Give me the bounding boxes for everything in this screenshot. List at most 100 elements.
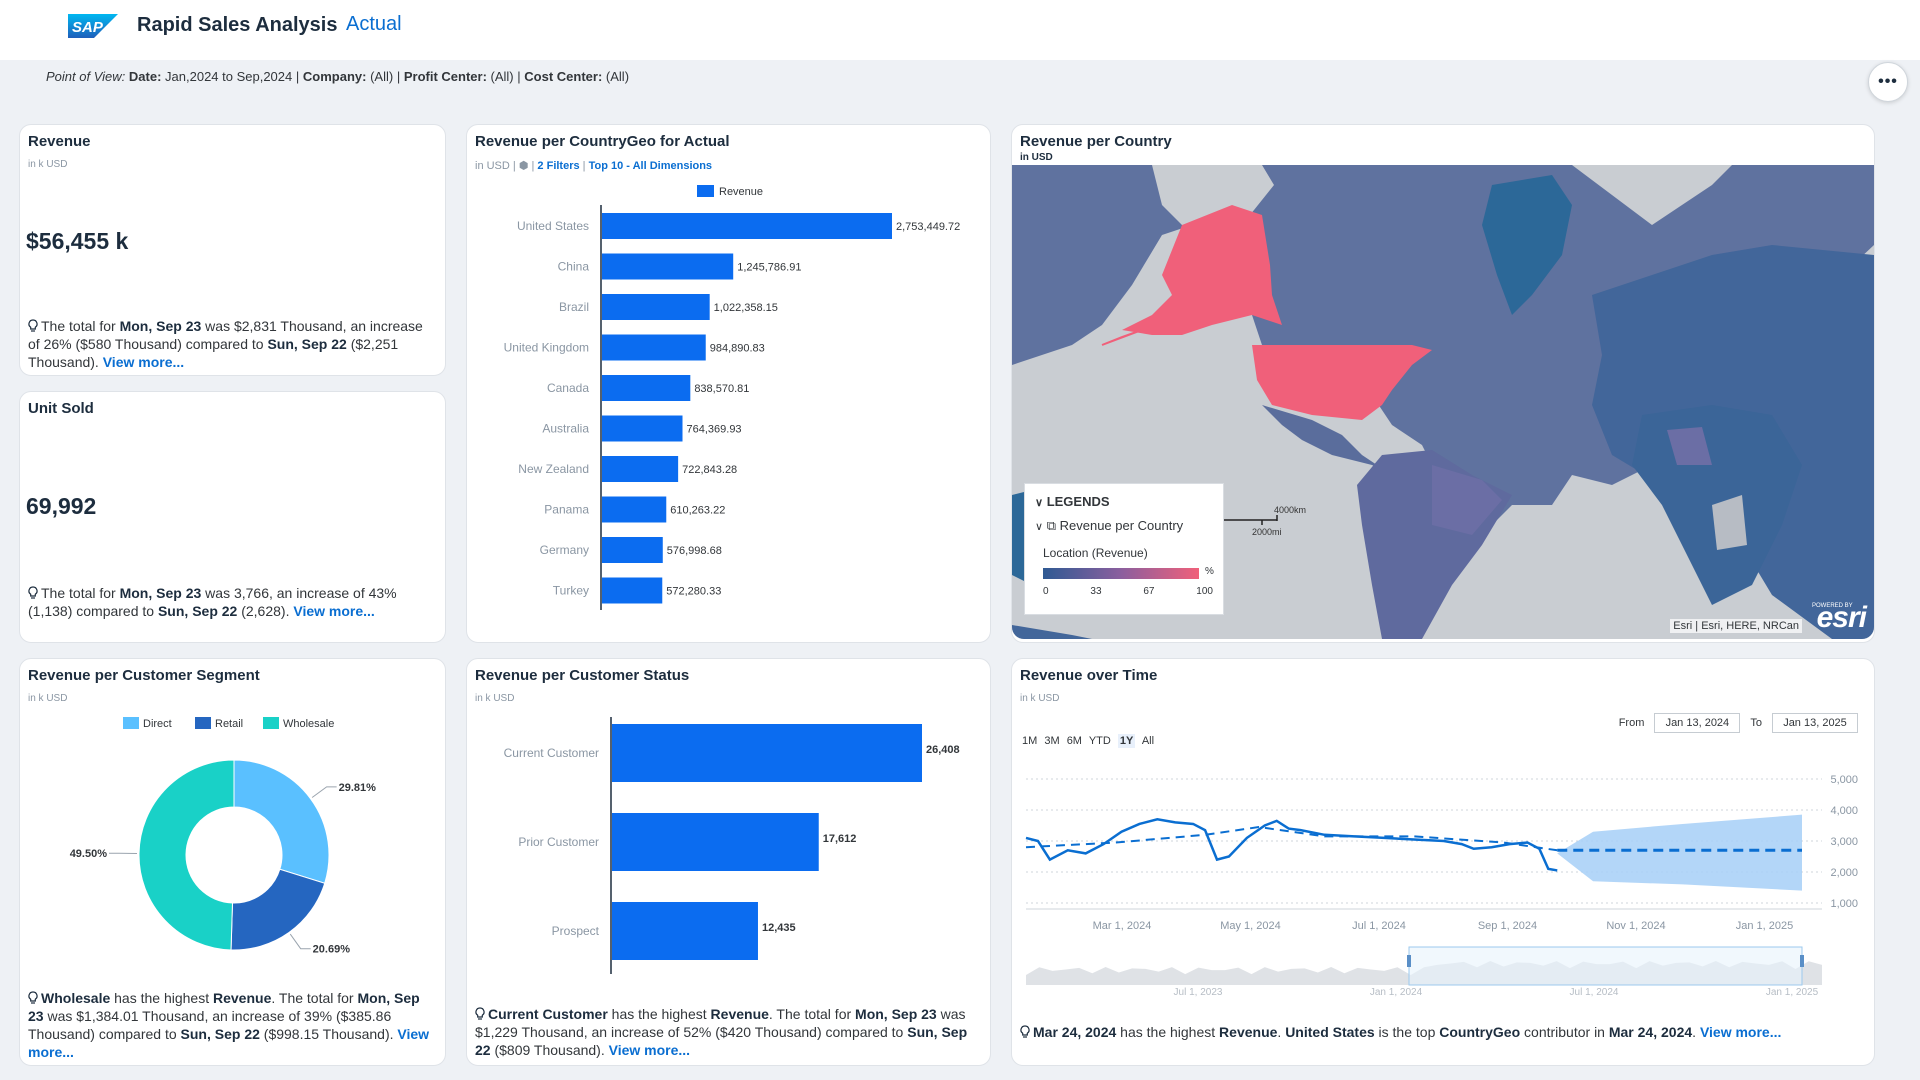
time-unit: in k USD bbox=[1020, 693, 1060, 704]
segment-donut-tile[interactable]: Revenue per Customer Segment in k USD Di… bbox=[19, 658, 446, 1066]
data-label: 49.50% bbox=[70, 848, 108, 860]
svg-text:POWERED BY: POWERED BY bbox=[1812, 603, 1853, 609]
app-title: Rapid Sales Analysis bbox=[137, 14, 338, 36]
y-tick-label: 4,000 bbox=[1830, 805, 1858, 817]
data-label: 1,245,786.91 bbox=[737, 262, 801, 274]
version-label[interactable]: Actual bbox=[346, 13, 402, 35]
country-chart-filters: in USD | ⬢ | 2 Filters | Top 10 - All Di… bbox=[475, 160, 713, 172]
revenue-tile[interactable]: Revenue in k USD $56,455 k The total for… bbox=[19, 124, 446, 376]
country-bar-chart-tile[interactable]: Revenue per CountryGeo for Actual in USD… bbox=[466, 124, 991, 643]
svg-text:2000mi: 2000mi bbox=[1252, 527, 1282, 537]
status-bar-chart-tile[interactable]: Revenue per Customer Status in k USD Cur… bbox=[466, 658, 991, 1066]
data-label: 572,280.33 bbox=[666, 586, 721, 598]
time-view-more-link[interactable]: View more... bbox=[1699, 1024, 1782, 1040]
bar bbox=[612, 902, 758, 960]
navigator-window bbox=[1408, 946, 1803, 986]
filter-icon[interactable]: ⬢ bbox=[518, 160, 529, 172]
data-label: 1,022,358.15 bbox=[714, 302, 778, 314]
revenue-unit: in k USD bbox=[28, 159, 68, 170]
time-title: Revenue over Time bbox=[1020, 667, 1158, 684]
lightbulb-icon bbox=[28, 319, 38, 332]
segment-view-more-link[interactable]: View more... bbox=[28, 1026, 430, 1060]
legend-label: Revenue bbox=[719, 186, 763, 198]
range-ytd[interactable]: YTD bbox=[1088, 735, 1111, 747]
map-title: Revenue per Country bbox=[1020, 133, 1172, 150]
legend-label: Wholesale bbox=[283, 718, 334, 730]
navigator-tick-label: Jan 1, 2025 bbox=[1766, 987, 1819, 998]
lightbulb-icon bbox=[28, 586, 38, 599]
bar bbox=[602, 496, 667, 523]
top-n-link[interactable]: Top 10 - All Dimensions bbox=[588, 160, 713, 172]
layers-icon: ⧉ bbox=[1046, 518, 1056, 533]
svg-text:SAP: SAP bbox=[72, 19, 104, 36]
segment-insight: Wholesale has the highest Revenue. The t… bbox=[28, 990, 430, 1060]
revenue-line-chart: 5,000 4,000 3,000 2,000 1,000 Mar 1, 2024 May … bbox=[1025, 774, 1858, 998]
status-unit: in k USD bbox=[475, 693, 515, 704]
category-label: Panama bbox=[544, 503, 589, 517]
leader-line bbox=[311, 786, 337, 798]
country-chart-title: Revenue per CountryGeo for Actual bbox=[475, 133, 730, 150]
revenue-time-tile[interactable]: Revenue over Time in k USD From Jan 13, … bbox=[1011, 658, 1875, 1066]
unit-sold-value: 69,992 bbox=[26, 493, 97, 519]
range-3m[interactable]: 3M bbox=[1044, 735, 1060, 747]
data-label: 764,369.93 bbox=[687, 424, 742, 436]
sap-logo[interactable]: SAP bbox=[68, 14, 118, 38]
chevron-down-icon[interactable]: ∨ bbox=[1035, 521, 1044, 533]
y-tick-label: 3,000 bbox=[1830, 836, 1858, 848]
unit-sold-title: Unit Sold bbox=[28, 400, 94, 417]
y-tick-label: 1,000 bbox=[1830, 898, 1858, 910]
app-header: SAP Rapid Sales Analysis Actual bbox=[0, 0, 1920, 60]
revenue-view-more-link[interactable]: View more... bbox=[102, 354, 185, 370]
unit-sold-view-more-link[interactable]: View more... bbox=[293, 603, 375, 619]
range-1y[interactable]: 1Y bbox=[1117, 734, 1136, 748]
unit-sold-tile[interactable]: Unit Sold 69,992 The total for Mon, Sep … bbox=[19, 391, 446, 643]
map-tile[interactable]: Revenue per Country in USD bbox=[1011, 124, 1875, 643]
revenue-value: $56,455 k bbox=[26, 228, 129, 254]
revenue-insight: The total for Mon, Sep 23 was $2,831 Tho… bbox=[28, 318, 423, 370]
more-options-button[interactable]: ••• bbox=[1868, 62, 1908, 102]
to-date-input[interactable]: Jan 13, 2025 bbox=[1772, 713, 1858, 733]
range-all[interactable]: All bbox=[1141, 735, 1155, 747]
status-view-more-link[interactable]: View more... bbox=[608, 1042, 691, 1058]
chevron-down-icon[interactable]: ∨ bbox=[1035, 497, 1044, 509]
data-label: 576,998.68 bbox=[667, 545, 722, 557]
from-date-input[interactable]: Jan 13, 2024 bbox=[1654, 713, 1741, 733]
esri-logo: esri bbox=[1816, 601, 1867, 634]
bar bbox=[602, 456, 679, 482]
range-1m[interactable]: 1M bbox=[1022, 735, 1038, 747]
time-insight: Mar 24, 2024 has the highest Revenue. Un… bbox=[1020, 1023, 1862, 1041]
bar bbox=[602, 253, 734, 280]
segment-unit: in k USD bbox=[28, 693, 68, 704]
data-label: 838,570.81 bbox=[694, 383, 749, 395]
legend-label: Retail bbox=[215, 718, 243, 730]
revenue-title: Revenue bbox=[28, 133, 91, 150]
bar bbox=[612, 724, 922, 782]
category-label: Turkey bbox=[553, 584, 589, 598]
data-label: 26,408 bbox=[926, 744, 960, 756]
map-attribution: Esri | Esri, HERE, NRCan bbox=[1670, 619, 1802, 633]
category-label: New Zealand bbox=[518, 462, 589, 476]
category-label: Prospect bbox=[552, 924, 600, 938]
status-insight: Current Customer has the highest Revenue… bbox=[475, 1006, 968, 1058]
actual-line bbox=[1025, 818, 1558, 872]
lightbulb-icon bbox=[1020, 1025, 1030, 1038]
world-map[interactable]: 4000km 2000mi POWERED BY ∨ LEGENDS ∨ ⧉ R… bbox=[1012, 165, 1874, 639]
map-legend[interactable]: ∨ LEGENDS ∨ ⧉ Revenue per Country Locati… bbox=[1024, 483, 1224, 615]
filters-link[interactable]: 2 Filters bbox=[537, 160, 580, 172]
unit-sold-insight: The total for Mon, Sep 23 was 3,766, an … bbox=[28, 585, 397, 619]
data-label: 29.81% bbox=[339, 782, 377, 794]
date-range-picker: From Jan 13, 2024 To Jan 13, 2025 bbox=[1619, 713, 1858, 733]
country-bar-chart: Revenue United States 2,753,449.72 China 1,2… bbox=[504, 185, 960, 610]
data-label: 610,263.22 bbox=[670, 505, 725, 517]
svg-text:4000km: 4000km bbox=[1274, 505, 1306, 515]
lightbulb-icon bbox=[475, 1007, 485, 1020]
legend-swatch bbox=[123, 717, 139, 729]
navigator-tick-label: Jul 1, 2024 bbox=[1570, 987, 1619, 998]
range-6m[interactable]: 6M bbox=[1066, 735, 1082, 747]
category-label: United States bbox=[517, 219, 589, 233]
forecast-band bbox=[1557, 814, 1802, 891]
category-label: Current Customer bbox=[504, 746, 599, 760]
x-tick-label: Jan 1, 2025 bbox=[1736, 920, 1794, 932]
map-unit: in USD bbox=[1020, 152, 1053, 163]
legend-swatch bbox=[697, 185, 714, 197]
